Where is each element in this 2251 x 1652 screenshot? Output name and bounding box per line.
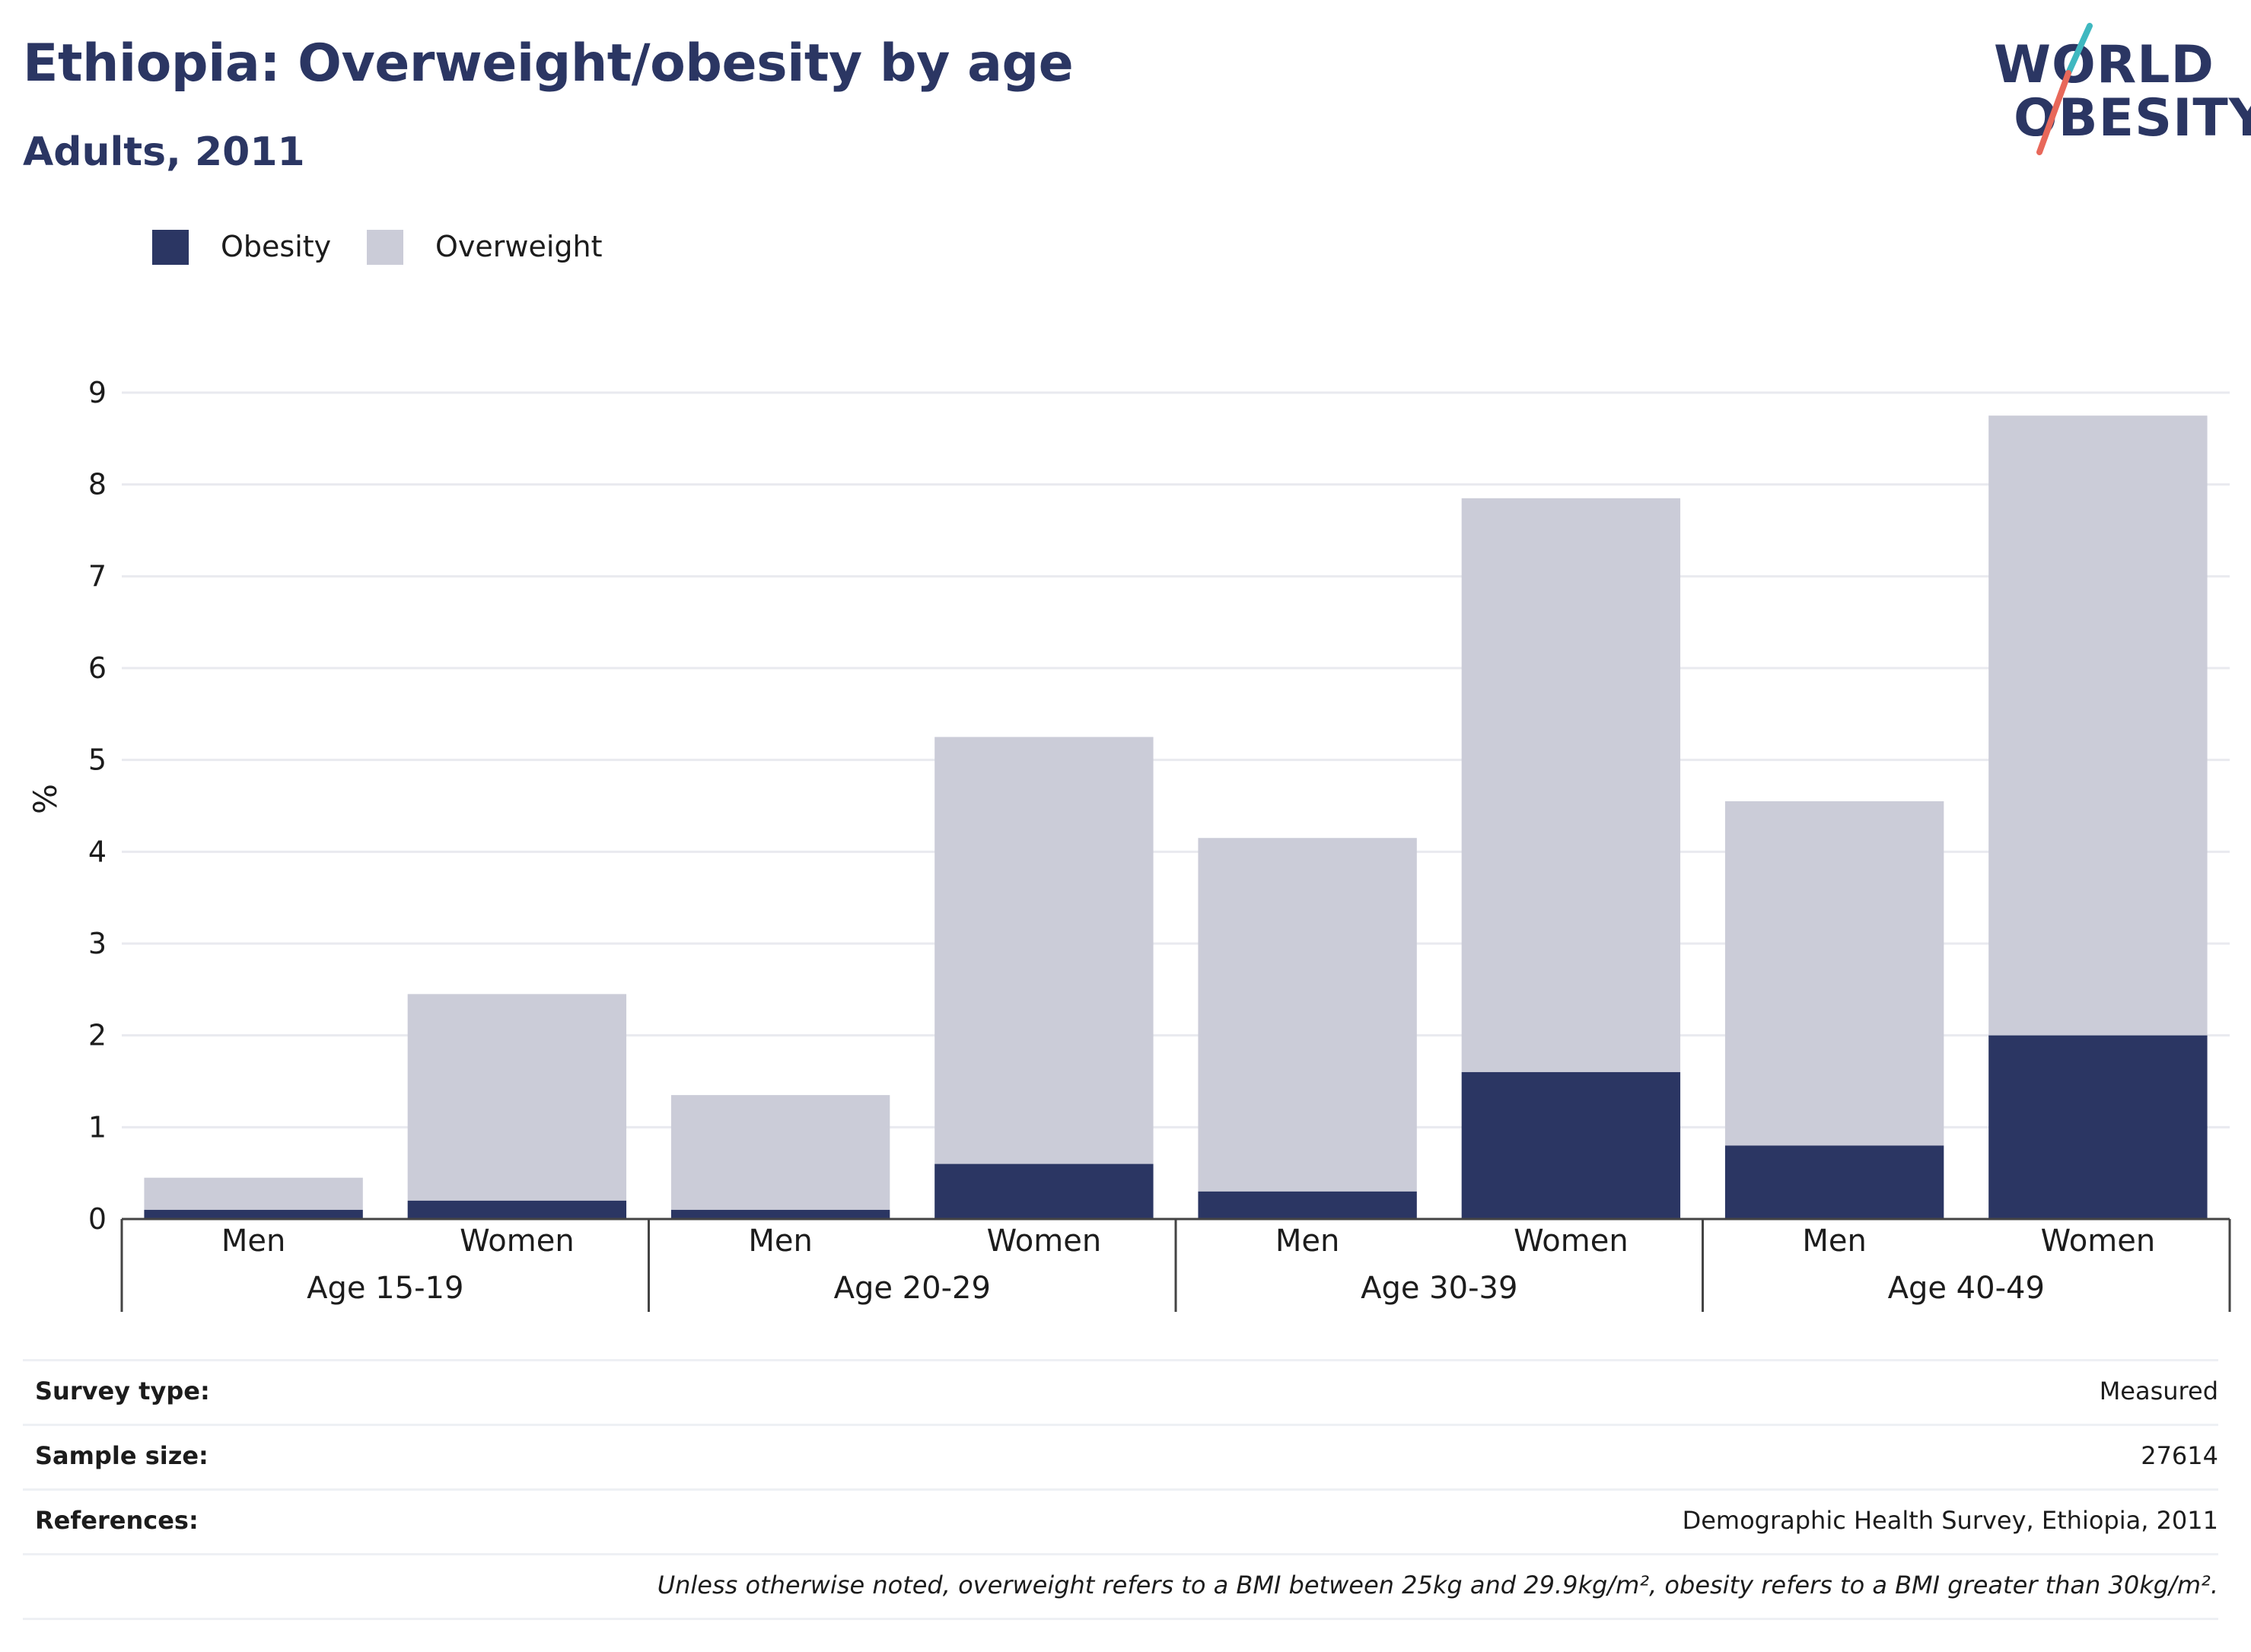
- bar-obesity-8[interactable]: [1988, 1035, 2208, 1219]
- x-group-label: Age 30-39: [1361, 1271, 1517, 1306]
- legend-label-overweight: Overweight: [435, 230, 603, 263]
- y-tick-label: 1: [88, 1110, 107, 1144]
- survey-type-value: Measured: [2099, 1377, 2218, 1405]
- x-subcategory-label: Women: [987, 1224, 1102, 1259]
- legend-swatch-obesity: [152, 230, 189, 265]
- x-subcategory-label: Women: [460, 1224, 575, 1259]
- footnote-row: Unless otherwise noted, overweight refer…: [23, 1553, 2218, 1620]
- stacked-bar-chart: 0 1 2 3 4 5 6 7 8 9 Men Women Men Women Men Women Men Wo…: [27, 376, 2231, 1312]
- y-tick-label: 4: [88, 835, 107, 868]
- legend-label-obesity: Obesity: [221, 230, 332, 263]
- logo-line-1: WORLD: [1994, 35, 2214, 95]
- logo-slash-icon: [2036, 23, 2093, 155]
- x-subcategory-label: Men: [1802, 1224, 1866, 1259]
- survey-type-label: Survey type:: [35, 1377, 210, 1405]
- bar-obesity-4[interactable]: [934, 1163, 1154, 1219]
- bar-overweight-2[interactable]: [407, 994, 627, 1201]
- bar-obesity-6[interactable]: [1461, 1071, 1681, 1219]
- y-tick-label: 6: [88, 651, 107, 685]
- x-group-label: Age 15-19: [307, 1271, 463, 1306]
- x-subcategory-label: Men: [748, 1224, 812, 1259]
- x-axis: Men Women Men Women Men Women Men Women Age 15-1…: [120, 1218, 2231, 1312]
- bar-obesity-2[interactable]: [407, 1200, 627, 1219]
- bar-obesity-1[interactable]: [144, 1209, 363, 1219]
- bmi-footnote: Unless otherwise noted, overweight refer…: [657, 1571, 2218, 1599]
- sample-size-label: Sample size:: [35, 1441, 209, 1470]
- x-group-label: Age 40-49: [1888, 1271, 2045, 1306]
- y-axis-ticks: 0 1 2 3 4 5 6 7 8 9: [88, 376, 107, 1236]
- legend-swatch-overweight: [367, 230, 403, 265]
- x-subcategory-label: Women: [2041, 1224, 2156, 1259]
- bar-obesity-5[interactable]: [1198, 1191, 1417, 1219]
- bar-obesity-7[interactable]: [1724, 1145, 1944, 1219]
- sample-size-value: 27614: [2141, 1441, 2218, 1470]
- references-row: References: Demographic Health Survey, E…: [23, 1488, 2218, 1553]
- y-tick-label: 5: [88, 743, 107, 777]
- survey-type-row: Survey type: Measured: [23, 1359, 2218, 1424]
- y-tick-label: 7: [88, 559, 107, 593]
- y-tick-label: 3: [88, 927, 107, 960]
- bar-overweight-4[interactable]: [934, 737, 1154, 1164]
- x-subcategory-label: Women: [1514, 1224, 1629, 1259]
- chart-title: Ethiopia: Overweight/obesity by age: [23, 33, 1074, 94]
- survey-info-table: Survey type: Measured Sample size: 27614…: [23, 1359, 2218, 1620]
- x-group-label: Age 20-29: [834, 1271, 991, 1306]
- x-subcategory-label: Men: [221, 1224, 285, 1259]
- bar-obesity-3[interactable]: [670, 1209, 890, 1219]
- bar-overweight-7[interactable]: [1724, 801, 1944, 1146]
- x-subcategory-label: Men: [1275, 1224, 1339, 1259]
- bar-overweight-1[interactable]: [144, 1177, 363, 1210]
- y-axis-title: %: [27, 784, 64, 814]
- chart-subtitle: Adults, 2011: [23, 129, 305, 175]
- y-tick-label: 8: [88, 468, 107, 501]
- y-tick-label: 2: [88, 1019, 107, 1052]
- world-obesity-logo: WORLD OBESITY: [1979, 23, 2251, 160]
- y-tick-label: 9: [88, 376, 107, 409]
- bar-overweight-6[interactable]: [1461, 498, 1681, 1072]
- bar-overweight-5[interactable]: [1198, 838, 1417, 1192]
- sample-size-row: Sample size: 27614: [23, 1424, 2218, 1488]
- bar-overweight-3[interactable]: [670, 1095, 890, 1210]
- references-value[interactable]: Demographic Health Survey, Ethiopia, 201…: [1682, 1506, 2218, 1535]
- references-label: References:: [35, 1506, 199, 1535]
- bars: [144, 415, 2208, 1219]
- bar-overweight-8[interactable]: [1988, 415, 2208, 1036]
- y-tick-label: 0: [88, 1202, 107, 1236]
